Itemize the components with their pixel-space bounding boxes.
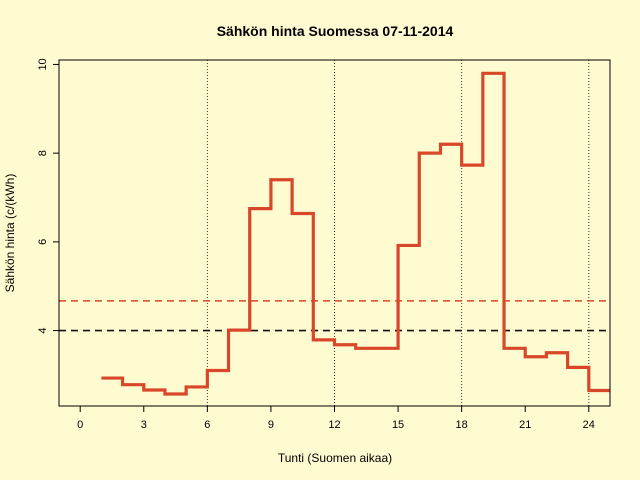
x-tick-label: 3 <box>141 419 147 431</box>
x-tick-label: 18 <box>456 419 468 431</box>
chart-title: Sähkön hinta Suomessa 07-11-2014 <box>217 23 454 39</box>
plot-area: 0 3 6 9 12 15 18 21 24 4 6 8 10 <box>37 58 611 431</box>
y-tick-label: 6 <box>37 239 49 245</box>
y-tick-label: 10 <box>37 58 49 70</box>
x-tick-label: 9 <box>268 419 274 431</box>
x-tick-label: 15 <box>392 419 404 431</box>
x-tick-label: 21 <box>519 419 531 431</box>
x-tick-label: 0 <box>77 419 83 431</box>
x-tick-label: 12 <box>328 419 340 431</box>
price-step-line <box>101 71 610 396</box>
y-axis-label: Sähkön hinta (c/(kWh) <box>3 174 17 293</box>
y-tick-label: 4 <box>37 328 49 334</box>
x-tick-label: 24 <box>583 419 595 431</box>
y-tick-label: 8 <box>37 150 49 156</box>
x-tick-label: 6 <box>204 419 210 431</box>
x-axis-label: Tunti (Suomen aikaa) <box>278 451 392 465</box>
